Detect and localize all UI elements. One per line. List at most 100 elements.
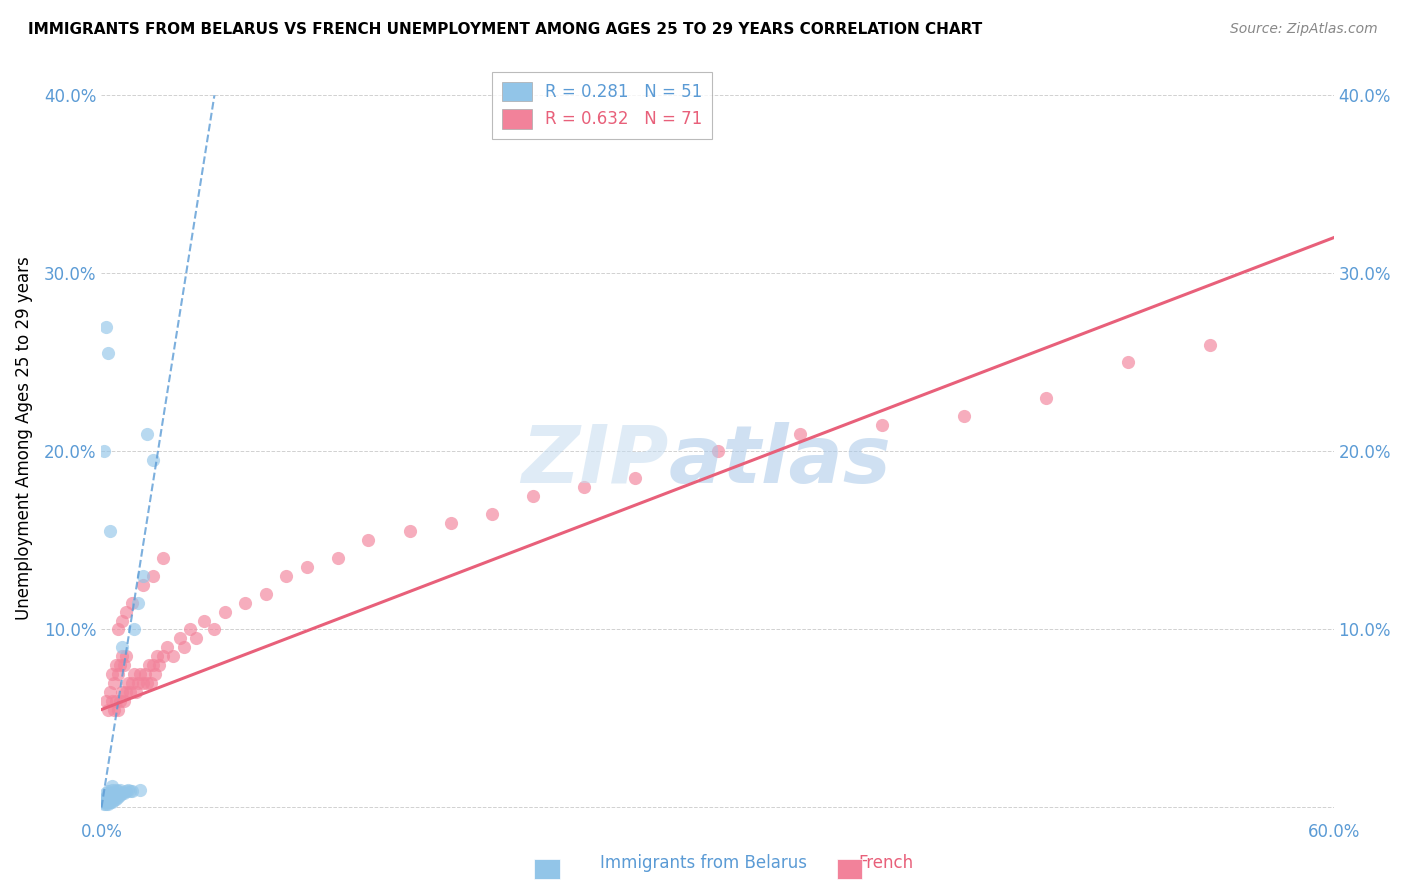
Point (103, 702, 125, 716)
Point (111, 640, 134, 655)
Point (97, 795, 120, 809)
Point (108, 782, 131, 797)
Point (97, 784, 120, 798)
Point (276, 569, 298, 583)
Point (98, 786, 121, 800)
Point (115, 784, 138, 798)
Text: Immigrants from Belarus: Immigrants from Belarus (599, 855, 807, 872)
Point (112, 786, 135, 800)
Point (142, 453, 165, 467)
Point (94, 795, 117, 809)
Point (193, 614, 215, 628)
Point (98, 684, 121, 698)
Point (94, 793, 117, 807)
Point (522, 489, 544, 503)
Point (624, 471, 647, 485)
Point (121, 784, 143, 798)
Point (98, 524, 121, 539)
Point (107, 702, 129, 716)
Point (100, 791, 122, 805)
Point (169, 632, 191, 646)
Point (142, 658, 165, 673)
Text: French: French (858, 855, 914, 872)
Point (104, 782, 127, 797)
Point (94, 319, 117, 334)
Point (357, 533, 380, 548)
Point (97, 702, 120, 716)
Point (254, 587, 277, 601)
Point (117, 782, 139, 797)
Point (100, 667, 122, 681)
Point (97, 793, 120, 807)
Point (104, 658, 127, 673)
Point (100, 795, 122, 809)
Point (111, 684, 134, 698)
Point (120, 784, 142, 798)
Point (93, 444, 115, 458)
Point (100, 779, 122, 793)
Point (139, 676, 162, 690)
Point (112, 658, 135, 673)
Point (295, 560, 318, 574)
Point (131, 569, 153, 583)
Point (439, 516, 461, 530)
Point (706, 444, 728, 458)
Point (953, 409, 976, 423)
Point (103, 786, 125, 800)
Point (93, 791, 115, 805)
Text: ZIP: ZIP (520, 422, 668, 500)
Point (111, 786, 134, 800)
Point (103, 789, 125, 804)
Point (94, 789, 117, 804)
Point (124, 623, 146, 637)
Point (129, 667, 152, 681)
Point (143, 667, 166, 681)
Point (100, 782, 122, 797)
Point (115, 684, 138, 698)
Point (107, 784, 129, 798)
Point (97, 797, 120, 811)
Point (93, 793, 115, 807)
Text: IMMIGRANTS FROM BELARUS VS FRENCH UNEMPLOYMENT AMONG AGES 25 TO 29 YEARS CORRELA: IMMIGRANTS FROM BELARUS VS FRENCH UNEMPL… (28, 22, 983, 37)
Point (481, 507, 503, 521)
Point (138, 658, 160, 673)
Point (97, 788, 120, 802)
Point (184, 632, 207, 646)
Point (111, 649, 134, 664)
Point (103, 793, 125, 807)
Point (104, 693, 127, 707)
Point (120, 684, 142, 698)
Point (131, 676, 153, 690)
Point (156, 640, 179, 655)
Point (104, 791, 127, 805)
Point (179, 623, 201, 637)
Point (125, 684, 148, 698)
Y-axis label: Unemployment Among Ages 25 to 29 years: Unemployment Among Ages 25 to 29 years (15, 256, 32, 620)
Point (97, 791, 120, 805)
Point (162, 649, 184, 664)
Point (131, 578, 153, 592)
Point (134, 667, 156, 681)
Point (108, 693, 131, 707)
Point (127, 596, 149, 610)
Point (112, 693, 135, 707)
Point (152, 649, 174, 664)
Point (124, 667, 146, 681)
Point (326, 551, 349, 566)
Point (1199, 337, 1222, 351)
Point (94, 693, 117, 707)
Point (204, 623, 226, 637)
Point (1035, 391, 1057, 405)
Point (93, 797, 115, 811)
Point (107, 789, 129, 804)
Point (104, 788, 127, 802)
Point (135, 426, 157, 441)
Point (135, 676, 157, 690)
Point (146, 649, 169, 664)
Point (398, 524, 420, 539)
Point (108, 788, 131, 802)
Point (100, 788, 122, 802)
Point (127, 676, 149, 690)
Point (100, 693, 122, 707)
Point (98, 789, 121, 804)
